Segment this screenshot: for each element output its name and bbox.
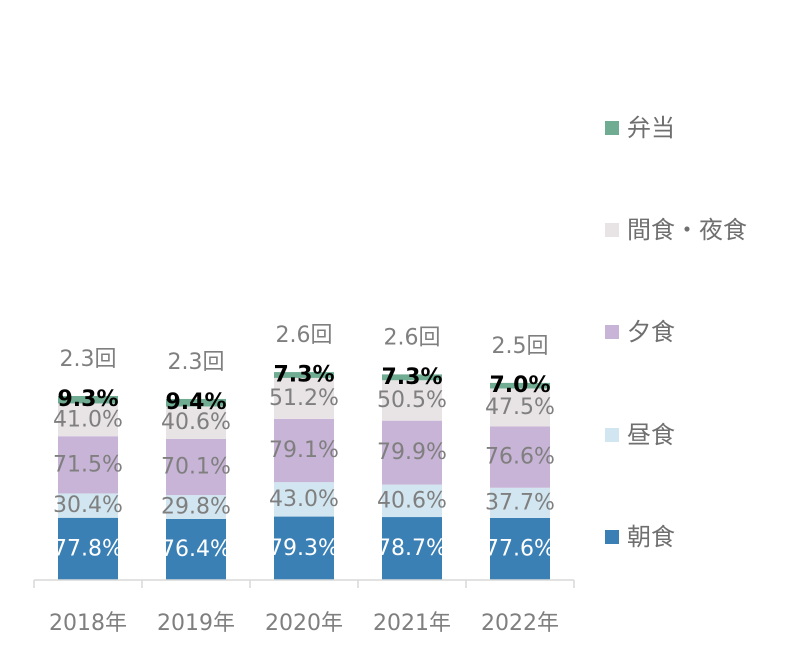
- legend-label-2: 昼食: [627, 421, 675, 449]
- bar-segment-3-5: [490, 426, 550, 488]
- legend-label-1: 朝食: [627, 523, 675, 551]
- bar-segment-3-3: [274, 418, 334, 483]
- legend-swatch-4: [605, 223, 619, 237]
- data-label-5-5: 7.0%: [489, 373, 550, 398]
- data-label-3-3: 79.1%: [269, 438, 339, 463]
- bar-segment-1-4: [382, 517, 442, 580]
- x-tick-label-5: 2022年: [481, 611, 559, 636]
- total-label-2: 2.3回: [168, 350, 225, 375]
- bar-segment-5-2: [166, 398, 226, 407]
- legend-swatch-5: [605, 121, 619, 135]
- bar-segment-2-1: [58, 493, 118, 518]
- x-tick-label-1: 2018年: [49, 611, 127, 636]
- data-label-4-2: 40.6%: [161, 410, 231, 435]
- data-label-2-3: 43.0%: [269, 487, 339, 512]
- legend-swatch-1: [605, 530, 619, 544]
- legend-swatch-2: [605, 428, 619, 442]
- bar-segment-4-1: [58, 403, 118, 437]
- data-label-5-2: 9.4%: [165, 390, 226, 415]
- data-label-1-2: 76.4%: [161, 537, 231, 562]
- x-axis: 2018年 2019年 2020年 2021年 2022年: [33, 579, 575, 636]
- bar-segment-1-3: [274, 516, 334, 580]
- total-label-3: 2.6回: [276, 323, 333, 348]
- data-label-1-4: 78.7%: [377, 536, 447, 561]
- data-label-3-1: 71.5%: [53, 452, 123, 477]
- data-label-3-2: 70.1%: [161, 455, 231, 480]
- segment-labels-group: 77.8% 30.4% 71.5% 41.0%9.3% 76.4% 29.8% 70.1% 4…: [53, 363, 555, 562]
- total-label-5: 2.5回: [492, 334, 549, 359]
- total-label-4: 2.6回: [384, 325, 441, 350]
- bar-segment-1-5: [490, 517, 550, 580]
- data-label-4-3: 51.2%: [269, 386, 339, 411]
- data-label-2-1: 30.4%: [53, 493, 123, 518]
- bar-segment-2-5: [490, 487, 550, 518]
- data-label-5-4: 7.3%: [381, 365, 442, 390]
- data-label-4-5: 47.5%: [485, 395, 555, 420]
- legend-label-5: 弁当: [627, 114, 675, 142]
- x-tick-label-2: 2019年: [157, 611, 235, 636]
- bar-segment-5-5: [490, 382, 550, 389]
- data-label-3-4: 79.9%: [377, 440, 447, 465]
- bar-segment-4-3: [274, 377, 334, 419]
- data-label-1-1: 77.8%: [53, 536, 123, 561]
- x-tick-label-4: 2021年: [373, 611, 451, 636]
- legend-label-4: 間食・夜食: [627, 216, 747, 244]
- totals-group: 2.3回 2.3回 2.6回 2.6回 2.5回: [60, 323, 549, 375]
- bar-segment-5-3: [274, 372, 334, 378]
- bars-group: [58, 372, 550, 580]
- data-label-4-4: 50.5%: [377, 388, 447, 413]
- data-label-2-2: 29.8%: [161, 494, 231, 519]
- bar-segment-3-4: [382, 420, 442, 485]
- bar-segment-5-1: [58, 396, 118, 404]
- legend-swatch-3: [605, 325, 619, 339]
- bar-segment-2-4: [382, 484, 442, 518]
- bar-segment-3-2: [166, 438, 226, 496]
- data-label-5-1: 9.3%: [57, 387, 118, 412]
- x-tick-label-3: 2020年: [265, 611, 343, 636]
- bar-segment-2-2: [166, 495, 226, 519]
- bar-segment-3-1: [58, 436, 118, 494]
- total-label-1: 2.3回: [60, 347, 117, 372]
- data-label-1-3: 79.3%: [269, 536, 339, 561]
- legend-label-3: 夕食: [627, 318, 675, 346]
- data-label-3-5: 76.6%: [485, 445, 555, 470]
- data-label-4-1: 41.0%: [53, 407, 123, 432]
- bar-segment-1-2: [166, 518, 226, 580]
- data-label-2-5: 37.7%: [485, 490, 555, 515]
- bar-segment-5-4: [382, 374, 442, 381]
- data-label-2-4: 40.6%: [377, 488, 447, 513]
- bar-segment-4-5: [490, 388, 550, 427]
- bar-segment-2-3: [274, 482, 334, 517]
- data-label-1-5: 77.6%: [485, 536, 555, 561]
- bar-segment-4-2: [166, 406, 226, 439]
- bar-segment-1-1: [58, 517, 118, 580]
- data-label-5-3: 7.3%: [273, 363, 334, 388]
- bar-segment-4-4: [382, 380, 442, 421]
